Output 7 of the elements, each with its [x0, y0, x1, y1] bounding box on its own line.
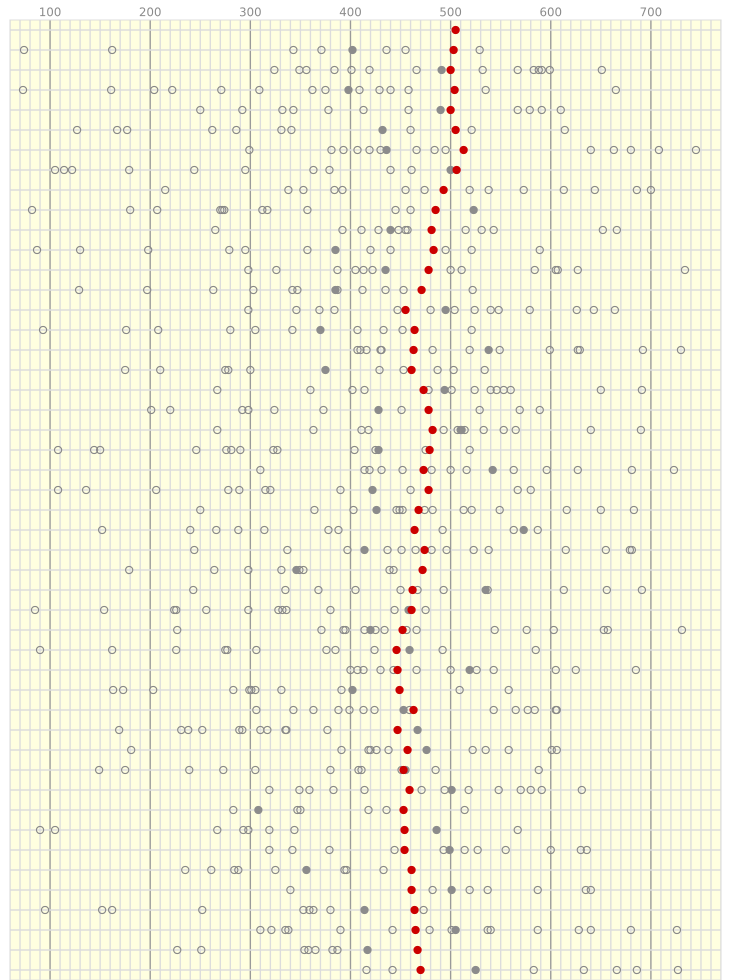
x-tick-label: 400 — [340, 7, 361, 16]
x-tick-label: 500 — [440, 7, 462, 16]
x-tick-label: 700 — [640, 7, 662, 16]
x-tick-label: 600 — [540, 7, 562, 16]
x-tick-label: 200 — [140, 7, 161, 16]
x-tick-label: 100 — [40, 7, 61, 16]
x-tick-label: 300 — [240, 7, 261, 16]
